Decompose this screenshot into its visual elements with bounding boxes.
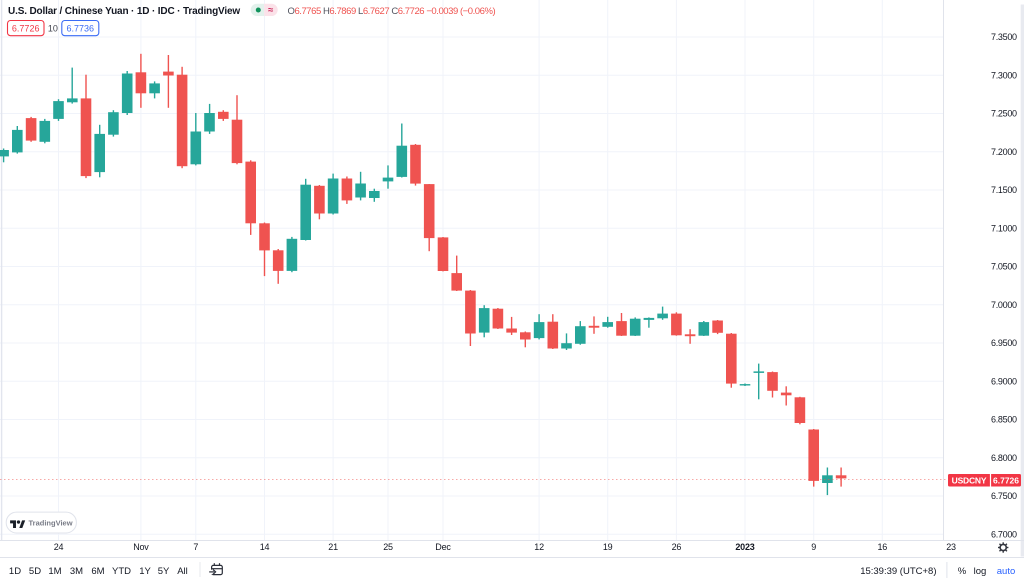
svg-text:6.8500: 6.8500 [991, 415, 1017, 425]
svg-text:auto: auto [997, 566, 1016, 577]
svg-text:5Y: 5Y [158, 566, 170, 577]
svg-text:23: 23 [946, 542, 956, 552]
svg-text:25: 25 [383, 542, 393, 552]
svg-text:1M: 1M [48, 566, 61, 577]
svg-text:19: 19 [603, 542, 613, 552]
svg-text:6.9000: 6.9000 [991, 376, 1017, 386]
svg-text:5D: 5D [29, 566, 41, 577]
svg-text:6.7000: 6.7000 [991, 529, 1017, 539]
svg-text:15:39:39 (UTC+8): 15:39:39 (UTC+8) [860, 566, 936, 577]
svg-text:7.2500: 7.2500 [991, 109, 1017, 119]
svg-text:%: % [958, 566, 967, 577]
svg-text:12: 12 [534, 542, 544, 552]
svg-text:7.3500: 7.3500 [991, 32, 1017, 42]
svg-text:6M: 6M [91, 566, 104, 577]
svg-text:7.0500: 7.0500 [991, 262, 1017, 272]
svg-text:16: 16 [877, 542, 887, 552]
svg-text:3M: 3M [70, 566, 83, 577]
svg-text:6.7736: 6.7736 [67, 24, 95, 34]
svg-text:U.S. Dollar / Chinese Yuan · 1: U.S. Dollar / Chinese Yuan · 1D · IDC · … [8, 6, 240, 17]
svg-text:21: 21 [328, 542, 338, 552]
svg-text:1D: 1D [9, 566, 21, 577]
svg-text:6.8000: 6.8000 [991, 453, 1017, 463]
svg-text:10: 10 [48, 24, 58, 34]
svg-text:TradingView: TradingView [29, 519, 73, 528]
svg-text:USDCNY: USDCNY [952, 475, 987, 485]
svg-text:2023: 2023 [735, 542, 754, 552]
svg-text:6.7726: 6.7726 [993, 475, 1019, 485]
svg-text:7.3000: 7.3000 [991, 70, 1017, 80]
svg-text:1Y: 1Y [139, 566, 151, 577]
svg-text:YTD: YTD [112, 566, 131, 577]
svg-text:9: 9 [811, 542, 816, 552]
svg-text:Nov: Nov [133, 542, 149, 552]
svg-text:O6.7765 H6.7869 L6.7627 C6.772: O6.7765 H6.7869 L6.7627 C6.7726 −0.0039 … [288, 6, 496, 17]
svg-text:14: 14 [260, 542, 270, 552]
svg-text:24: 24 [54, 542, 64, 552]
svg-text:6.7500: 6.7500 [991, 491, 1017, 501]
svg-text:7.0000: 7.0000 [991, 300, 1017, 310]
svg-text:6.9500: 6.9500 [991, 338, 1017, 348]
svg-text:26: 26 [672, 542, 682, 552]
svg-text:7.2000: 7.2000 [991, 147, 1017, 157]
svg-text:6.7726: 6.7726 [12, 24, 40, 34]
svg-text:7: 7 [193, 542, 198, 552]
svg-text:≈: ≈ [268, 5, 274, 16]
svg-text:log: log [974, 566, 987, 577]
svg-text:All: All [177, 566, 188, 577]
svg-text:7.1000: 7.1000 [991, 223, 1017, 233]
svg-text:7.1500: 7.1500 [991, 185, 1017, 195]
svg-text:Dec: Dec [435, 542, 451, 552]
